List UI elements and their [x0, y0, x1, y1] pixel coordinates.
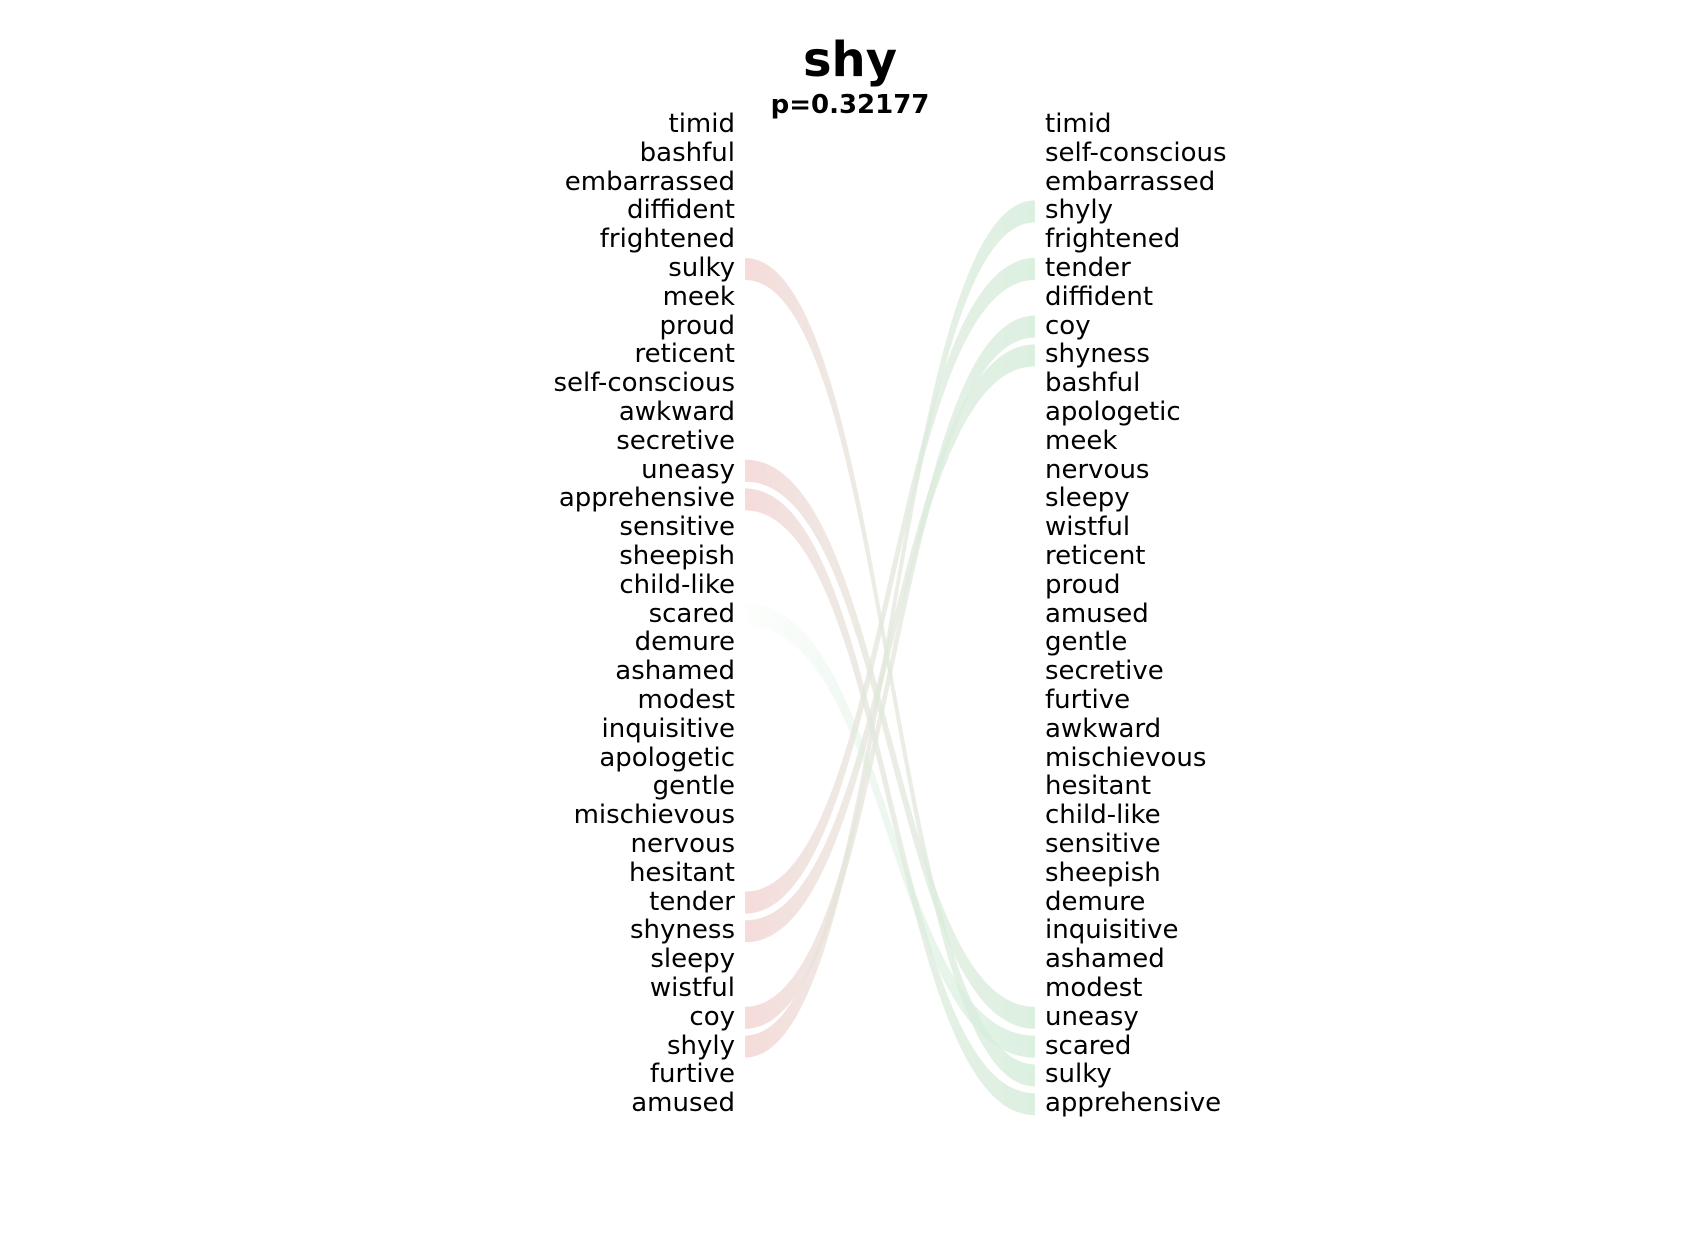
right-word: sulky — [1045, 1059, 1112, 1090]
left-word: hesitant — [628, 857, 735, 888]
left-word: gentle — [652, 771, 735, 802]
left-word: furtive — [649, 1059, 735, 1090]
left-word: tender — [649, 886, 735, 917]
left-word: frightened — [599, 224, 735, 255]
link-shyly — [745, 200, 1035, 1058]
left-word: wistful — [649, 973, 735, 1003]
right-word: coy — [1045, 310, 1091, 341]
right-word: reticent — [1045, 541, 1146, 571]
right-word: apologetic — [1045, 397, 1181, 427]
right-word: timid — [1045, 109, 1112, 139]
right-word: scared — [1045, 1030, 1132, 1061]
left-word: embarrassed — [564, 166, 735, 197]
diagram-title: shy — [802, 32, 898, 88]
right-word: sleepy — [1045, 483, 1130, 514]
link-apprehensive — [745, 488, 1035, 1116]
left-word: meek — [662, 281, 735, 312]
link-tender — [745, 258, 1035, 914]
left-word: nervous — [630, 829, 735, 859]
left-word: mischievous — [573, 800, 735, 831]
right-word: inquisitive — [1045, 915, 1179, 946]
right-word: sheepish — [1045, 857, 1161, 888]
right-word: amused — [1045, 598, 1149, 629]
left-word: modest — [637, 685, 735, 715]
left-word: diffident — [626, 195, 735, 226]
right-word: child-like — [1045, 800, 1161, 831]
link-uneasy — [745, 459, 1035, 1029]
left-word: inquisitive — [601, 713, 735, 744]
left-word: apprehensive — [558, 483, 735, 514]
right-word: secretive — [1045, 656, 1164, 687]
right-word: awkward — [1045, 713, 1162, 744]
left-word: uneasy — [641, 454, 735, 485]
right-word: uneasy — [1045, 1001, 1139, 1032]
left-word: shyly — [666, 1030, 735, 1061]
left-word: sheepish — [619, 541, 735, 571]
right-word: meek — [1045, 425, 1118, 456]
right-word: self-conscious — [1045, 137, 1227, 168]
left-word: coy — [689, 1001, 735, 1032]
right-word: nervous — [1045, 454, 1150, 485]
right-word: shyly — [1045, 195, 1114, 226]
left-word: scared — [648, 598, 735, 629]
p-value-subtitle: p=0.32177 — [770, 90, 930, 120]
right-word: frightened — [1045, 224, 1181, 255]
left-word: timid — [668, 109, 735, 139]
left-word: proud — [659, 310, 735, 341]
left-word: self-conscious — [553, 368, 735, 399]
right-word: embarrassed — [1045, 166, 1216, 197]
left-word: ashamed — [615, 656, 735, 687]
right-word: shyness — [1045, 339, 1150, 370]
link-scared — [745, 603, 1035, 1058]
left-word: child-like — [619, 569, 735, 600]
right-word: diffident — [1045, 281, 1154, 312]
left-word: secretive — [616, 425, 735, 456]
left-word: sulky — [668, 253, 735, 283]
left-word: shyness — [630, 915, 735, 946]
left-word: amused — [631, 1088, 735, 1119]
link-sulky — [745, 258, 1035, 1087]
right-word: furtive — [1045, 685, 1131, 715]
left-word: bashful — [639, 137, 735, 168]
left-word: sleepy — [650, 944, 735, 975]
right-word: gentle — [1045, 627, 1128, 658]
right-word: mischievous — [1045, 742, 1207, 773]
left-word: sensitive — [619, 512, 735, 543]
left-word: apologetic — [599, 742, 735, 773]
right-word: demure — [1045, 886, 1146, 917]
left-word: reticent — [634, 339, 736, 370]
right-word: ashamed — [1045, 944, 1165, 975]
right-word: bashful — [1045, 368, 1141, 399]
right-word: apprehensive — [1045, 1088, 1222, 1119]
right-word-list: timid self-conscious embarrassed shyly frigh… — [1045, 0, 1545, 1246]
right-word: modest — [1045, 973, 1143, 1003]
left-word-list: timid bashful embarrassed diffident frighten… — [0, 0, 735, 1246]
right-word: proud — [1045, 569, 1121, 600]
link-shyness — [745, 344, 1035, 943]
right-word: wistful — [1045, 512, 1131, 543]
right-word: hesitant — [1045, 771, 1152, 802]
right-word: sensitive — [1045, 829, 1161, 859]
right-word: tender — [1045, 253, 1131, 283]
left-word: demure — [634, 627, 735, 658]
left-word: awkward — [618, 397, 735, 427]
